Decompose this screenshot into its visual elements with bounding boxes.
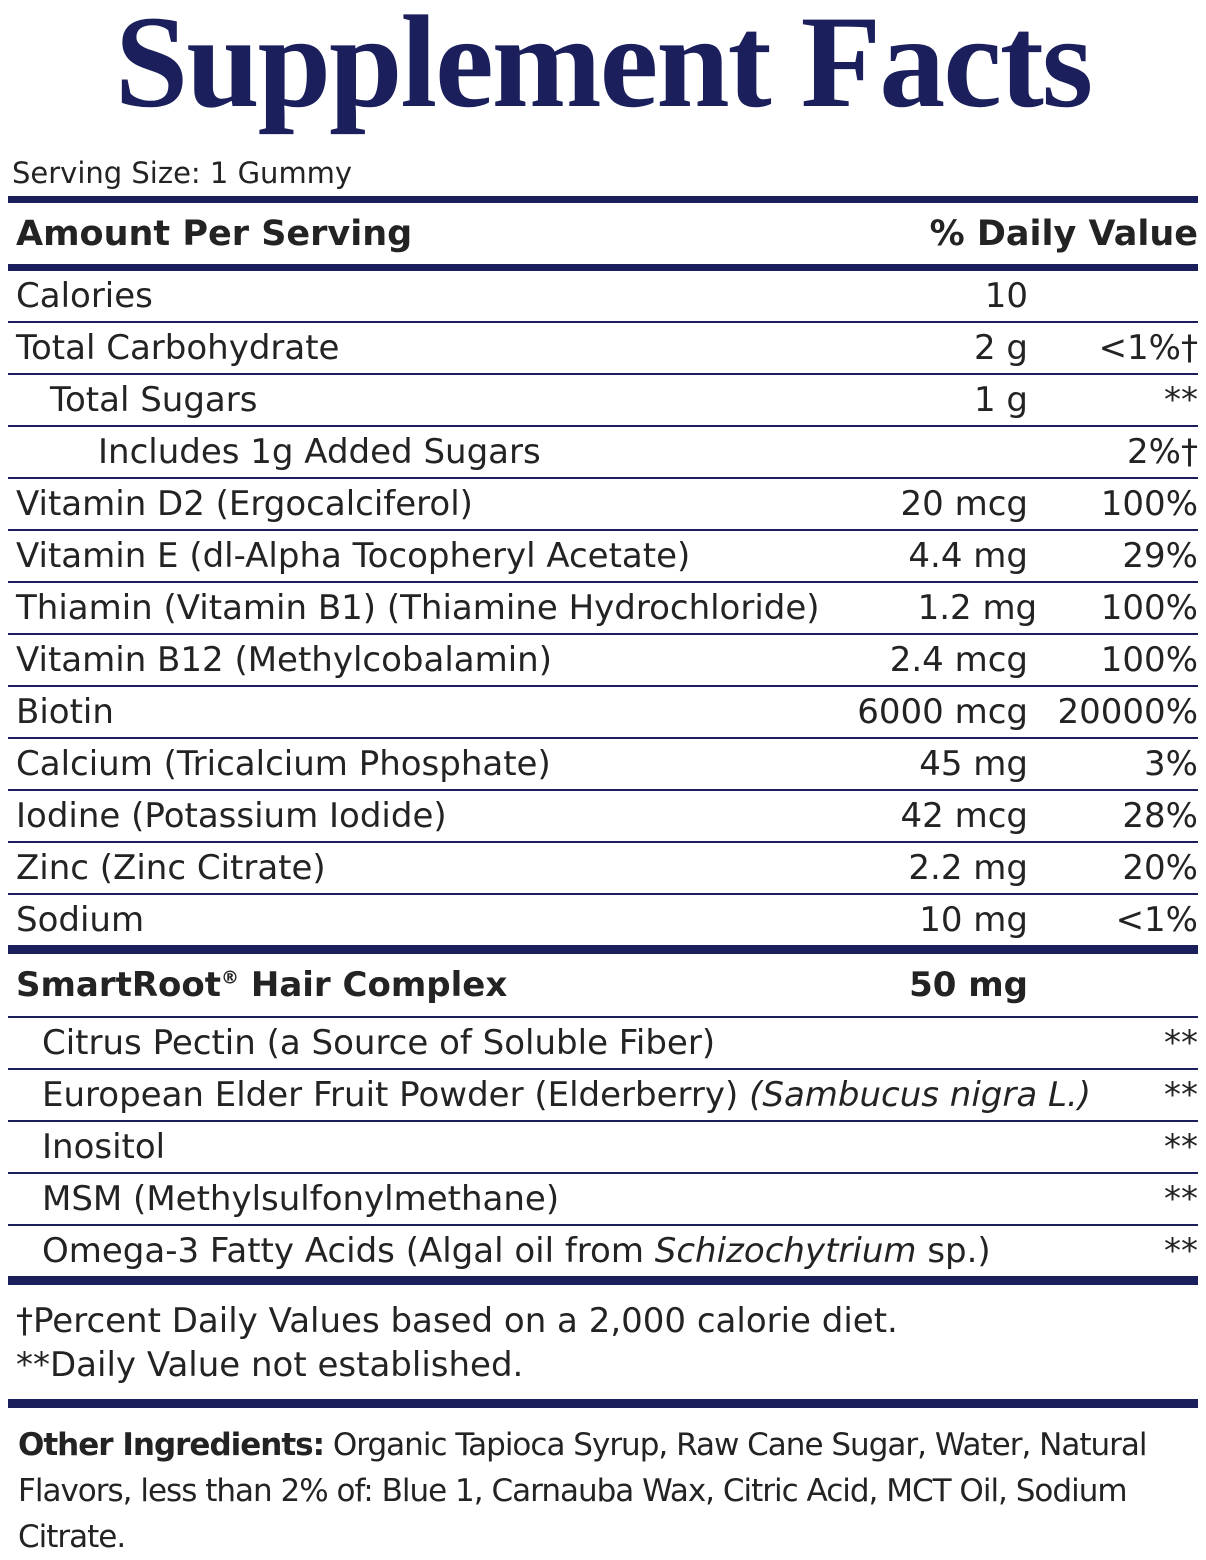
- registered-mark: ®: [221, 967, 240, 989]
- nutrient-row: Total Carbohydrate 2 g <1%†: [8, 323, 1198, 375]
- nutrient-row: Zinc (Zinc Citrate) 2.2 mg 20%: [8, 843, 1198, 895]
- footnote: †Percent Daily Values based on a 2,000 c…: [16, 1301, 898, 1341]
- ingredient-row: Omega-3 Fatty Acids (Algal oil from Schi…: [8, 1226, 1198, 1276]
- divider: [8, 1276, 1198, 1285]
- nutrient-dv: 28%: [1122, 796, 1198, 836]
- header-amount: Amount Per Serving: [16, 213, 413, 254]
- nutrient-row: Includes 1g Added Sugars 2%†: [8, 427, 1198, 479]
- header-row: Amount Per Serving % Daily Value: [8, 203, 1198, 264]
- ingredient-name: MSM (Methylsulfonylmethane): [8, 1179, 1028, 1219]
- nutrient-row: Vitamin B12 (Methylcobalamin) 2.4 mcg 100%: [8, 635, 1198, 687]
- nutrient-name: Iodine (Potassium Iodide): [16, 796, 447, 836]
- ingredient-text: Omega-3 Fatty Acids (Algal oil from: [42, 1231, 644, 1271]
- nutrient-amount: 1 g: [973, 380, 1028, 420]
- ingredient-text: Inositol: [42, 1127, 166, 1167]
- ingredient-species: Schizochytrium: [654, 1231, 917, 1271]
- ingredient-dv: **: [1164, 1127, 1198, 1167]
- nutrient-name: Total Sugars: [50, 380, 258, 420]
- divider: [8, 945, 1198, 954]
- nutrient-dv: 20000%: [1057, 692, 1198, 732]
- nutrient-dv: 20%: [1122, 848, 1198, 888]
- nutrient-amount: 42 mcg: [900, 796, 1028, 836]
- ingredient-dv: **: [1164, 1023, 1198, 1063]
- nutrient-dv: <1%†: [1098, 328, 1198, 368]
- page: Supplement Facts Serving Size: 1 Gummy A…: [8, 0, 1198, 1555]
- nutrient-dv: 29%: [1122, 536, 1198, 576]
- nutrient-amount: 10 mg: [919, 900, 1028, 940]
- complex-name: SmartRoot® Hair Complex: [8, 965, 798, 1005]
- nutrient-name: Biotin: [16, 692, 114, 732]
- nutrient-amount: 4.4 mg: [908, 536, 1028, 576]
- nutrient-name: Zinc (Zinc Citrate): [16, 848, 326, 888]
- nutrient-dv: 100%: [1100, 588, 1198, 628]
- complex-amount: 50 mg: [909, 965, 1028, 1005]
- nutrient-name: Vitamin B12 (Methylcobalamin): [16, 640, 552, 680]
- nutrient-row: Calcium (Tricalcium Phosphate) 45 mg 3%: [8, 739, 1198, 791]
- ingredient-name: European Elder Fruit Powder (Elderberry)…: [8, 1075, 1091, 1115]
- complex-name-rest: Hair Complex: [250, 965, 508, 1005]
- nutrient-dv: **: [1164, 380, 1198, 420]
- nutrient-amount: 45 mg: [919, 744, 1028, 784]
- nutrient-rows: Calories 10 Total Carbohydrate 2 g <1%† Total…: [8, 271, 1198, 945]
- nutrient-amount: 6000 mcg: [857, 692, 1028, 732]
- complex-brand: SmartRoot: [16, 965, 222, 1005]
- ingredient-name: Omega-3 Fatty Acids (Algal oil from Schi…: [8, 1231, 1028, 1271]
- ingredient-row: Inositol **: [8, 1122, 1198, 1174]
- nutrient-name: Total Carbohydrate: [16, 328, 340, 368]
- nutrient-dv: 100%: [1100, 640, 1198, 680]
- facts-panel: Amount Per Serving % Daily Value Calorie…: [8, 196, 1198, 1560]
- nutrient-row: Vitamin E (dl-Alpha Tocopheryl Acetate) 4…: [8, 531, 1198, 583]
- nutrient-amount: 2.2 mg: [908, 848, 1028, 888]
- nutrient-amount: 2.4 mcg: [889, 640, 1028, 680]
- nutrient-amount: 2 g: [973, 328, 1028, 368]
- other-ingredients: Other Ingredients: Organic Tapioca Syrup…: [8, 1408, 1198, 1560]
- complex-ingredients: Citrus Pectin (a Source of Soluble Fiber…: [8, 1018, 1198, 1276]
- nutrient-row: Vitamin D2 (Ergocalciferol) 20 mcg 100%: [8, 479, 1198, 531]
- nutrient-name: Thiamin (Vitamin B1) (Thiamine Hydrochlo…: [16, 588, 820, 628]
- nutrient-name: Vitamin D2 (Ergocalciferol): [16, 484, 473, 524]
- footnote: **Daily Value not established.: [16, 1345, 524, 1385]
- ingredient-row: European Elder Fruit Powder (Elderberry)…: [8, 1070, 1198, 1122]
- divider: [8, 196, 1198, 203]
- nutrient-name: Vitamin E (dl-Alpha Tocopheryl Acetate): [16, 536, 691, 576]
- header-dv: % Daily Value: [929, 213, 1198, 254]
- nutrient-amount: 10: [984, 276, 1028, 316]
- nutrient-row: Sodium 10 mg <1%: [8, 895, 1198, 945]
- serving-size: Serving Size: 1 Gummy: [12, 156, 353, 190]
- nutrient-row: Calories 10: [8, 271, 1198, 323]
- nutrient-name: Includes 1g Added Sugars: [98, 432, 541, 472]
- nutrient-dv: 3%: [1144, 744, 1198, 784]
- nutrient-name: Calories: [16, 276, 153, 316]
- nutrient-dv: <1%: [1115, 900, 1198, 940]
- divider: [8, 264, 1198, 271]
- complex-row: SmartRoot® Hair Complex 50 mg: [8, 954, 1198, 1018]
- ingredient-text: European Elder Fruit Powder (Elderberry): [42, 1075, 739, 1115]
- ingredient-dv: **: [1164, 1231, 1198, 1271]
- nutrient-name: Calcium (Tricalcium Phosphate): [16, 744, 551, 784]
- other-label: Other Ingredients:: [18, 1427, 325, 1463]
- nutrient-dv: 2%†: [1127, 432, 1198, 472]
- nutrient-amount: 1.2 mg: [917, 588, 1038, 628]
- ingredient-text: MSM (Methylsulfonylmethane): [42, 1179, 560, 1219]
- ingredient-text: sp.): [927, 1231, 991, 1271]
- divider: [8, 1399, 1198, 1408]
- ingredient-dv: **: [1164, 1179, 1198, 1219]
- nutrient-row: Thiamin (Vitamin B1) (Thiamine Hydrochlo…: [8, 583, 1198, 635]
- ingredient-row: MSM (Methylsulfonylmethane) **: [8, 1174, 1198, 1226]
- nutrient-name: Sodium: [16, 900, 145, 940]
- ingredient-dv: **: [1164, 1075, 1198, 1115]
- ingredient-text: Citrus Pectin (a Source of Soluble Fiber…: [42, 1023, 716, 1063]
- ingredient-name: Citrus Pectin (a Source of Soluble Fiber…: [8, 1023, 1028, 1063]
- title: Supplement Facts: [114, 0, 1093, 135]
- nutrient-row: Total Sugars 1 g **: [8, 375, 1198, 427]
- ingredient-species: (Sambucus nigra L.): [749, 1075, 1092, 1115]
- nutrient-dv: 100%: [1100, 484, 1198, 524]
- ingredient-row: Citrus Pectin (a Source of Soluble Fiber…: [8, 1018, 1198, 1070]
- nutrient-row: Iodine (Potassium Iodide) 42 mcg 28%: [8, 791, 1198, 843]
- footnotes: †Percent Daily Values based on a 2,000 c…: [8, 1285, 1198, 1399]
- nutrient-amount: 20 mcg: [900, 484, 1028, 524]
- ingredient-name: Inositol: [8, 1127, 1028, 1167]
- nutrient-row: Biotin 6000 mcg 20000%: [8, 687, 1198, 739]
